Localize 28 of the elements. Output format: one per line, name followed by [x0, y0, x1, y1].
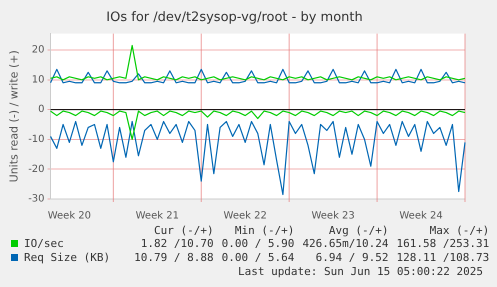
x-tick-label: Week 24 [399, 210, 443, 222]
text: 161.58 /253.31 [396, 237, 490, 251]
text: 426.65m/10.24 [301, 237, 390, 251]
text: Last update: Sun Jun 15 05:00:22 2025 [236, 265, 483, 278]
legend-label: Req Size (KB) [24, 251, 110, 264]
x-tick-label: Week 21 [136, 210, 179, 222]
y-tick-label: 0 [38, 104, 45, 116]
chart-title: IOs for /dev/t2sysop-vg/root - by month [106, 10, 363, 26]
y-tick-label: 20 [32, 44, 45, 56]
text: 10.79 / 8.88 [133, 251, 215, 265]
x-tick-label: Week 20 [48, 210, 92, 222]
x-tick-label: Week 23 [311, 210, 355, 222]
text: Cur (-/+) [152, 224, 215, 237]
x-tick-label: Week 22 [224, 210, 267, 222]
text: 1.82 /10.70 [140, 237, 215, 251]
legend-label: IO/sec [24, 237, 64, 250]
text: 0.00 / 5.90 [220, 237, 296, 251]
text: Min (-/+) [234, 224, 296, 237]
y-tick-label: -20 [28, 164, 45, 175]
y-tick-label: -30 [28, 194, 45, 205]
y-tick-label: -10 [28, 134, 45, 145]
text: 128.11 /108.73 [396, 251, 490, 265]
text: 6.94 / 9.52 [314, 251, 390, 265]
text: 0.00 / 5.64 [220, 251, 296, 265]
y-tick-label: 10 [32, 74, 45, 86]
text: Max (-/+) [428, 224, 490, 237]
text: Avg (-/+) [328, 224, 390, 237]
y-axis-title: Units read (-) / write (+) [7, 50, 20, 182]
